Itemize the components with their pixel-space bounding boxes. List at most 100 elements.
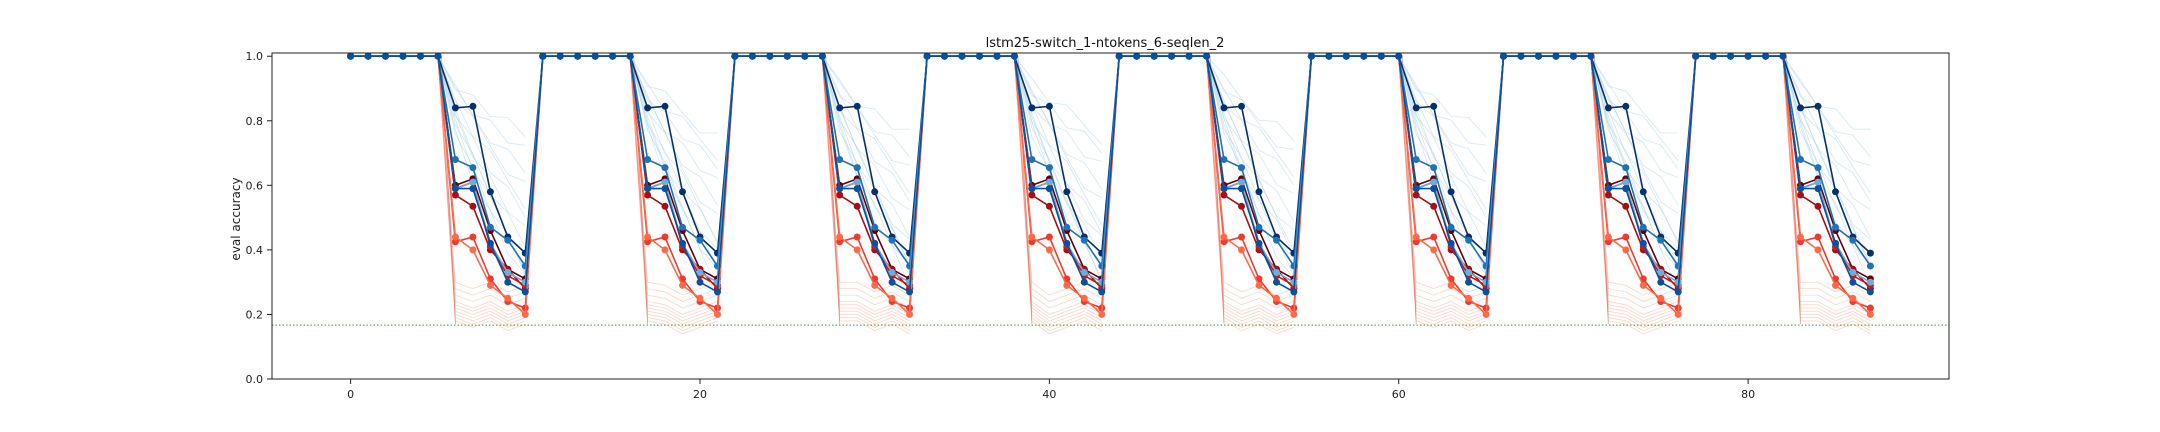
- x-tick-label: 0: [347, 388, 354, 401]
- data-point-red: [504, 294, 512, 302]
- data-point-red: [714, 310, 721, 318]
- data-point-blue: [1238, 164, 1245, 172]
- data-point-blue: [1657, 236, 1665, 244]
- data-point-blue: [941, 52, 948, 60]
- data-point-blue: [1028, 104, 1036, 112]
- background-trace-red: [1782, 56, 1871, 302]
- data-point-blue: [1866, 288, 1874, 296]
- background-trace-blue: [1014, 56, 1103, 226]
- data-point-red: [1849, 294, 1857, 302]
- background-trace-red: [821, 56, 910, 296]
- data-point-red: [486, 281, 494, 289]
- data-point-red: [469, 233, 477, 241]
- data-point-blue: [469, 178, 477, 186]
- plot-frame: [271, 52, 1950, 380]
- data-point-blue: [1430, 178, 1438, 186]
- data-point-blue: [1220, 185, 1228, 193]
- data-point-blue: [451, 104, 459, 112]
- data-point-blue: [1430, 164, 1438, 172]
- background-trace-blue: [1398, 56, 1487, 182]
- data-point-red: [679, 281, 686, 289]
- background-trace-blue: [1398, 56, 1487, 227]
- background-trace-blue: [1206, 56, 1294, 150]
- background-trace-red: [629, 56, 718, 302]
- background-trace-blue: [821, 56, 910, 194]
- background-trace-blue: [1206, 56, 1295, 259]
- data-point-blue: [1290, 288, 1298, 296]
- data-point-red: [1814, 246, 1822, 254]
- data-point-red: [1797, 238, 1804, 246]
- data-point-red: [1604, 191, 1612, 199]
- series-layer: [347, 52, 1874, 318]
- data-point-blue: [1430, 185, 1438, 193]
- data-point-blue: [1465, 236, 1473, 244]
- data-point-blue: [1273, 269, 1280, 276]
- data-point-blue: [1814, 185, 1822, 193]
- data-point-blue: [1045, 178, 1053, 186]
- x-tick-label: 60: [1392, 388, 1406, 401]
- data-point-blue: [871, 239, 879, 247]
- data-point-blue: [1045, 164, 1053, 172]
- data-point-blue: [1080, 278, 1088, 286]
- background-trace-blue: [821, 55, 910, 130]
- data-point-blue: [853, 178, 861, 186]
- background-trace-blue: [1782, 56, 1871, 194]
- data-point-red: [1430, 246, 1438, 254]
- data-point-red: [1465, 294, 1473, 302]
- data-point-red: [1814, 202, 1822, 210]
- data-point-blue: [888, 236, 896, 244]
- chart-title: lstm25-switch_1-ntokens_6-seqlen_2: [986, 36, 1225, 51]
- data-point-blue: [1849, 269, 1857, 276]
- data-point-blue: [1220, 104, 1228, 112]
- data-point-blue: [417, 52, 424, 60]
- data-point-blue: [1674, 288, 1682, 296]
- data-point-blue: [1779, 52, 1787, 60]
- background-trace-blue: [1014, 56, 1103, 263]
- data-point-red: [1290, 310, 1298, 318]
- data-point-blue: [1307, 52, 1315, 60]
- data-point-red: [1255, 281, 1263, 289]
- data-point-red: [469, 202, 477, 210]
- data-point-blue: [1360, 52, 1368, 60]
- background-trace-blue: [1206, 56, 1295, 252]
- data-point-red: [836, 233, 844, 241]
- background-trace-blue: [1590, 56, 1679, 291]
- data-point-blue: [644, 104, 652, 112]
- background-trace-red: [1590, 56, 1679, 296]
- background-trace-blue: [437, 56, 526, 227]
- background-trace-blue: [1782, 56, 1871, 240]
- background-trace-red: [629, 56, 718, 315]
- background-trace-blue: [1590, 55, 1679, 134]
- data-point-blue: [1377, 52, 1385, 60]
- data-point-blue: [836, 185, 844, 193]
- data-point-blue: [696, 278, 704, 286]
- data-point-red: [451, 233, 459, 241]
- data-point-blue: [1866, 249, 1874, 257]
- background-trace-blue: [629, 56, 718, 269]
- data-point-blue: [1622, 178, 1630, 186]
- data-point-blue: [1622, 185, 1630, 193]
- data-point-blue: [1447, 188, 1455, 196]
- background-trace-blue: [821, 56, 910, 267]
- data-point-blue: [504, 236, 512, 244]
- background-trace-red: [1398, 56, 1487, 332]
- background-trace-blue: [629, 56, 718, 178]
- series-line-red-4: [1695, 55, 1871, 315]
- background-trace-blue: [437, 56, 526, 210]
- background-trace-red: [1014, 56, 1102, 302]
- data-point-red: [1238, 233, 1245, 241]
- data-point-blue: [1604, 156, 1612, 163]
- x-tick-label: 20: [693, 388, 707, 401]
- data-point-blue: [504, 278, 512, 286]
- data-point-blue: [993, 52, 1001, 60]
- data-point-blue: [1255, 223, 1263, 231]
- data-point-red: [1028, 238, 1036, 246]
- data-point-red: [1028, 233, 1036, 241]
- data-point-blue: [1412, 156, 1420, 163]
- data-point-blue: [1814, 102, 1822, 110]
- data-point-red: [1045, 246, 1053, 254]
- data-point-blue: [469, 185, 477, 193]
- data-point-blue: [1063, 223, 1071, 231]
- background-trace-blue: [629, 55, 718, 162]
- background-trace-blue: [1014, 56, 1102, 162]
